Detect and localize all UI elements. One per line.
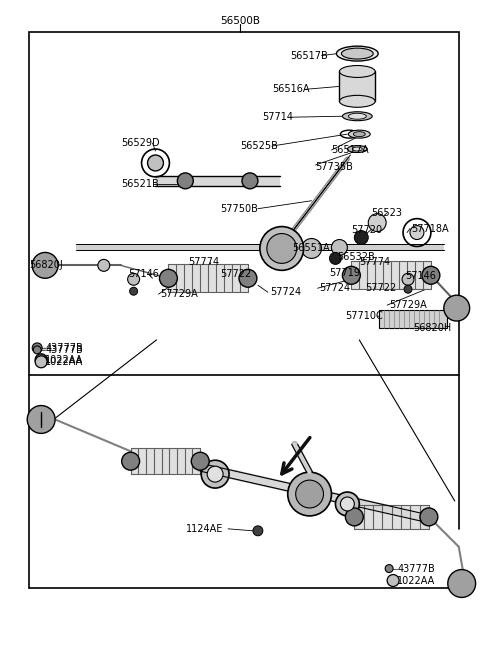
Circle shape bbox=[159, 269, 178, 288]
Text: 57774: 57774 bbox=[360, 257, 390, 267]
Bar bbox=[131, 448, 200, 474]
Circle shape bbox=[342, 267, 360, 284]
Text: 57750B: 57750B bbox=[220, 204, 258, 214]
Ellipse shape bbox=[342, 112, 372, 121]
Text: 56517A: 56517A bbox=[332, 145, 369, 155]
Circle shape bbox=[354, 231, 368, 244]
Circle shape bbox=[332, 240, 348, 255]
Circle shape bbox=[242, 173, 258, 189]
Ellipse shape bbox=[348, 145, 367, 153]
Circle shape bbox=[260, 227, 304, 271]
Circle shape bbox=[207, 466, 223, 482]
Circle shape bbox=[27, 405, 55, 434]
Circle shape bbox=[296, 480, 324, 508]
Circle shape bbox=[32, 252, 58, 278]
Circle shape bbox=[410, 225, 424, 240]
Text: 57719: 57719 bbox=[329, 269, 360, 278]
Circle shape bbox=[301, 238, 322, 259]
Ellipse shape bbox=[336, 46, 378, 61]
Circle shape bbox=[329, 252, 341, 265]
Ellipse shape bbox=[353, 132, 365, 137]
Circle shape bbox=[32, 343, 42, 353]
Text: 1022AA: 1022AA bbox=[45, 355, 84, 365]
Text: 43777B: 43777B bbox=[45, 343, 83, 353]
Bar bbox=[156, 176, 280, 186]
Ellipse shape bbox=[348, 113, 366, 119]
Ellipse shape bbox=[339, 66, 375, 77]
Ellipse shape bbox=[352, 147, 362, 151]
Bar bbox=[354, 505, 429, 529]
Circle shape bbox=[346, 508, 363, 526]
Text: 57724: 57724 bbox=[320, 283, 351, 293]
Bar bbox=[76, 244, 444, 250]
Ellipse shape bbox=[341, 48, 373, 59]
Circle shape bbox=[288, 472, 332, 516]
Bar bbox=[29, 31, 459, 375]
Circle shape bbox=[444, 295, 469, 321]
Circle shape bbox=[340, 497, 354, 511]
Text: 56525B: 56525B bbox=[240, 141, 278, 151]
Text: 1022AA: 1022AA bbox=[397, 576, 435, 586]
Circle shape bbox=[35, 356, 47, 367]
Circle shape bbox=[98, 259, 110, 271]
Text: 57710C: 57710C bbox=[346, 311, 383, 321]
Text: 43777B: 43777B bbox=[397, 563, 435, 574]
Circle shape bbox=[448, 570, 476, 597]
Text: 57735B: 57735B bbox=[315, 162, 353, 172]
Text: 57714: 57714 bbox=[262, 112, 293, 122]
Circle shape bbox=[201, 460, 229, 488]
Text: 43777B: 43777B bbox=[45, 345, 83, 355]
Text: 57774: 57774 bbox=[188, 257, 219, 267]
Text: 56523: 56523 bbox=[371, 208, 402, 217]
Circle shape bbox=[420, 508, 438, 526]
Text: 57724: 57724 bbox=[270, 287, 301, 297]
Circle shape bbox=[128, 273, 140, 285]
Circle shape bbox=[336, 492, 360, 516]
Text: 56532B: 56532B bbox=[337, 252, 375, 263]
Bar bbox=[339, 71, 375, 102]
Circle shape bbox=[130, 288, 138, 295]
Bar bbox=[351, 261, 431, 290]
Text: 56820H: 56820H bbox=[413, 323, 451, 333]
Circle shape bbox=[387, 574, 399, 586]
Text: 56500B: 56500B bbox=[220, 16, 260, 26]
Circle shape bbox=[368, 214, 386, 232]
Circle shape bbox=[192, 452, 209, 470]
Circle shape bbox=[239, 269, 257, 288]
Circle shape bbox=[33, 346, 41, 354]
Ellipse shape bbox=[339, 96, 375, 107]
Text: 1022AA: 1022AA bbox=[45, 357, 84, 367]
Circle shape bbox=[122, 452, 140, 470]
Circle shape bbox=[385, 565, 393, 572]
Ellipse shape bbox=[147, 155, 164, 171]
Text: 57729A: 57729A bbox=[160, 290, 198, 299]
Circle shape bbox=[402, 273, 414, 285]
Bar bbox=[168, 265, 248, 292]
Text: 56516A: 56516A bbox=[272, 84, 309, 94]
Text: 56517B: 56517B bbox=[290, 50, 327, 60]
Text: 57146: 57146 bbox=[129, 269, 159, 279]
Text: 1124AE: 1124AE bbox=[186, 524, 224, 534]
Text: 57722: 57722 bbox=[220, 269, 252, 279]
Circle shape bbox=[35, 354, 47, 365]
Text: 56820J: 56820J bbox=[29, 260, 63, 271]
Text: 57720: 57720 bbox=[351, 225, 383, 234]
Circle shape bbox=[253, 526, 263, 536]
Text: 56529D: 56529D bbox=[120, 138, 159, 148]
Text: 57722: 57722 bbox=[365, 283, 396, 293]
Circle shape bbox=[422, 267, 440, 284]
Text: 56521B: 56521B bbox=[120, 179, 158, 189]
Circle shape bbox=[178, 173, 193, 189]
Text: 56551A: 56551A bbox=[292, 244, 329, 253]
Text: 57146: 57146 bbox=[405, 271, 436, 281]
Text: 57729A: 57729A bbox=[389, 300, 427, 310]
Circle shape bbox=[404, 285, 412, 293]
Text: 57718A: 57718A bbox=[411, 223, 449, 234]
Ellipse shape bbox=[348, 130, 370, 138]
Circle shape bbox=[267, 234, 297, 263]
Bar bbox=[379, 310, 447, 328]
